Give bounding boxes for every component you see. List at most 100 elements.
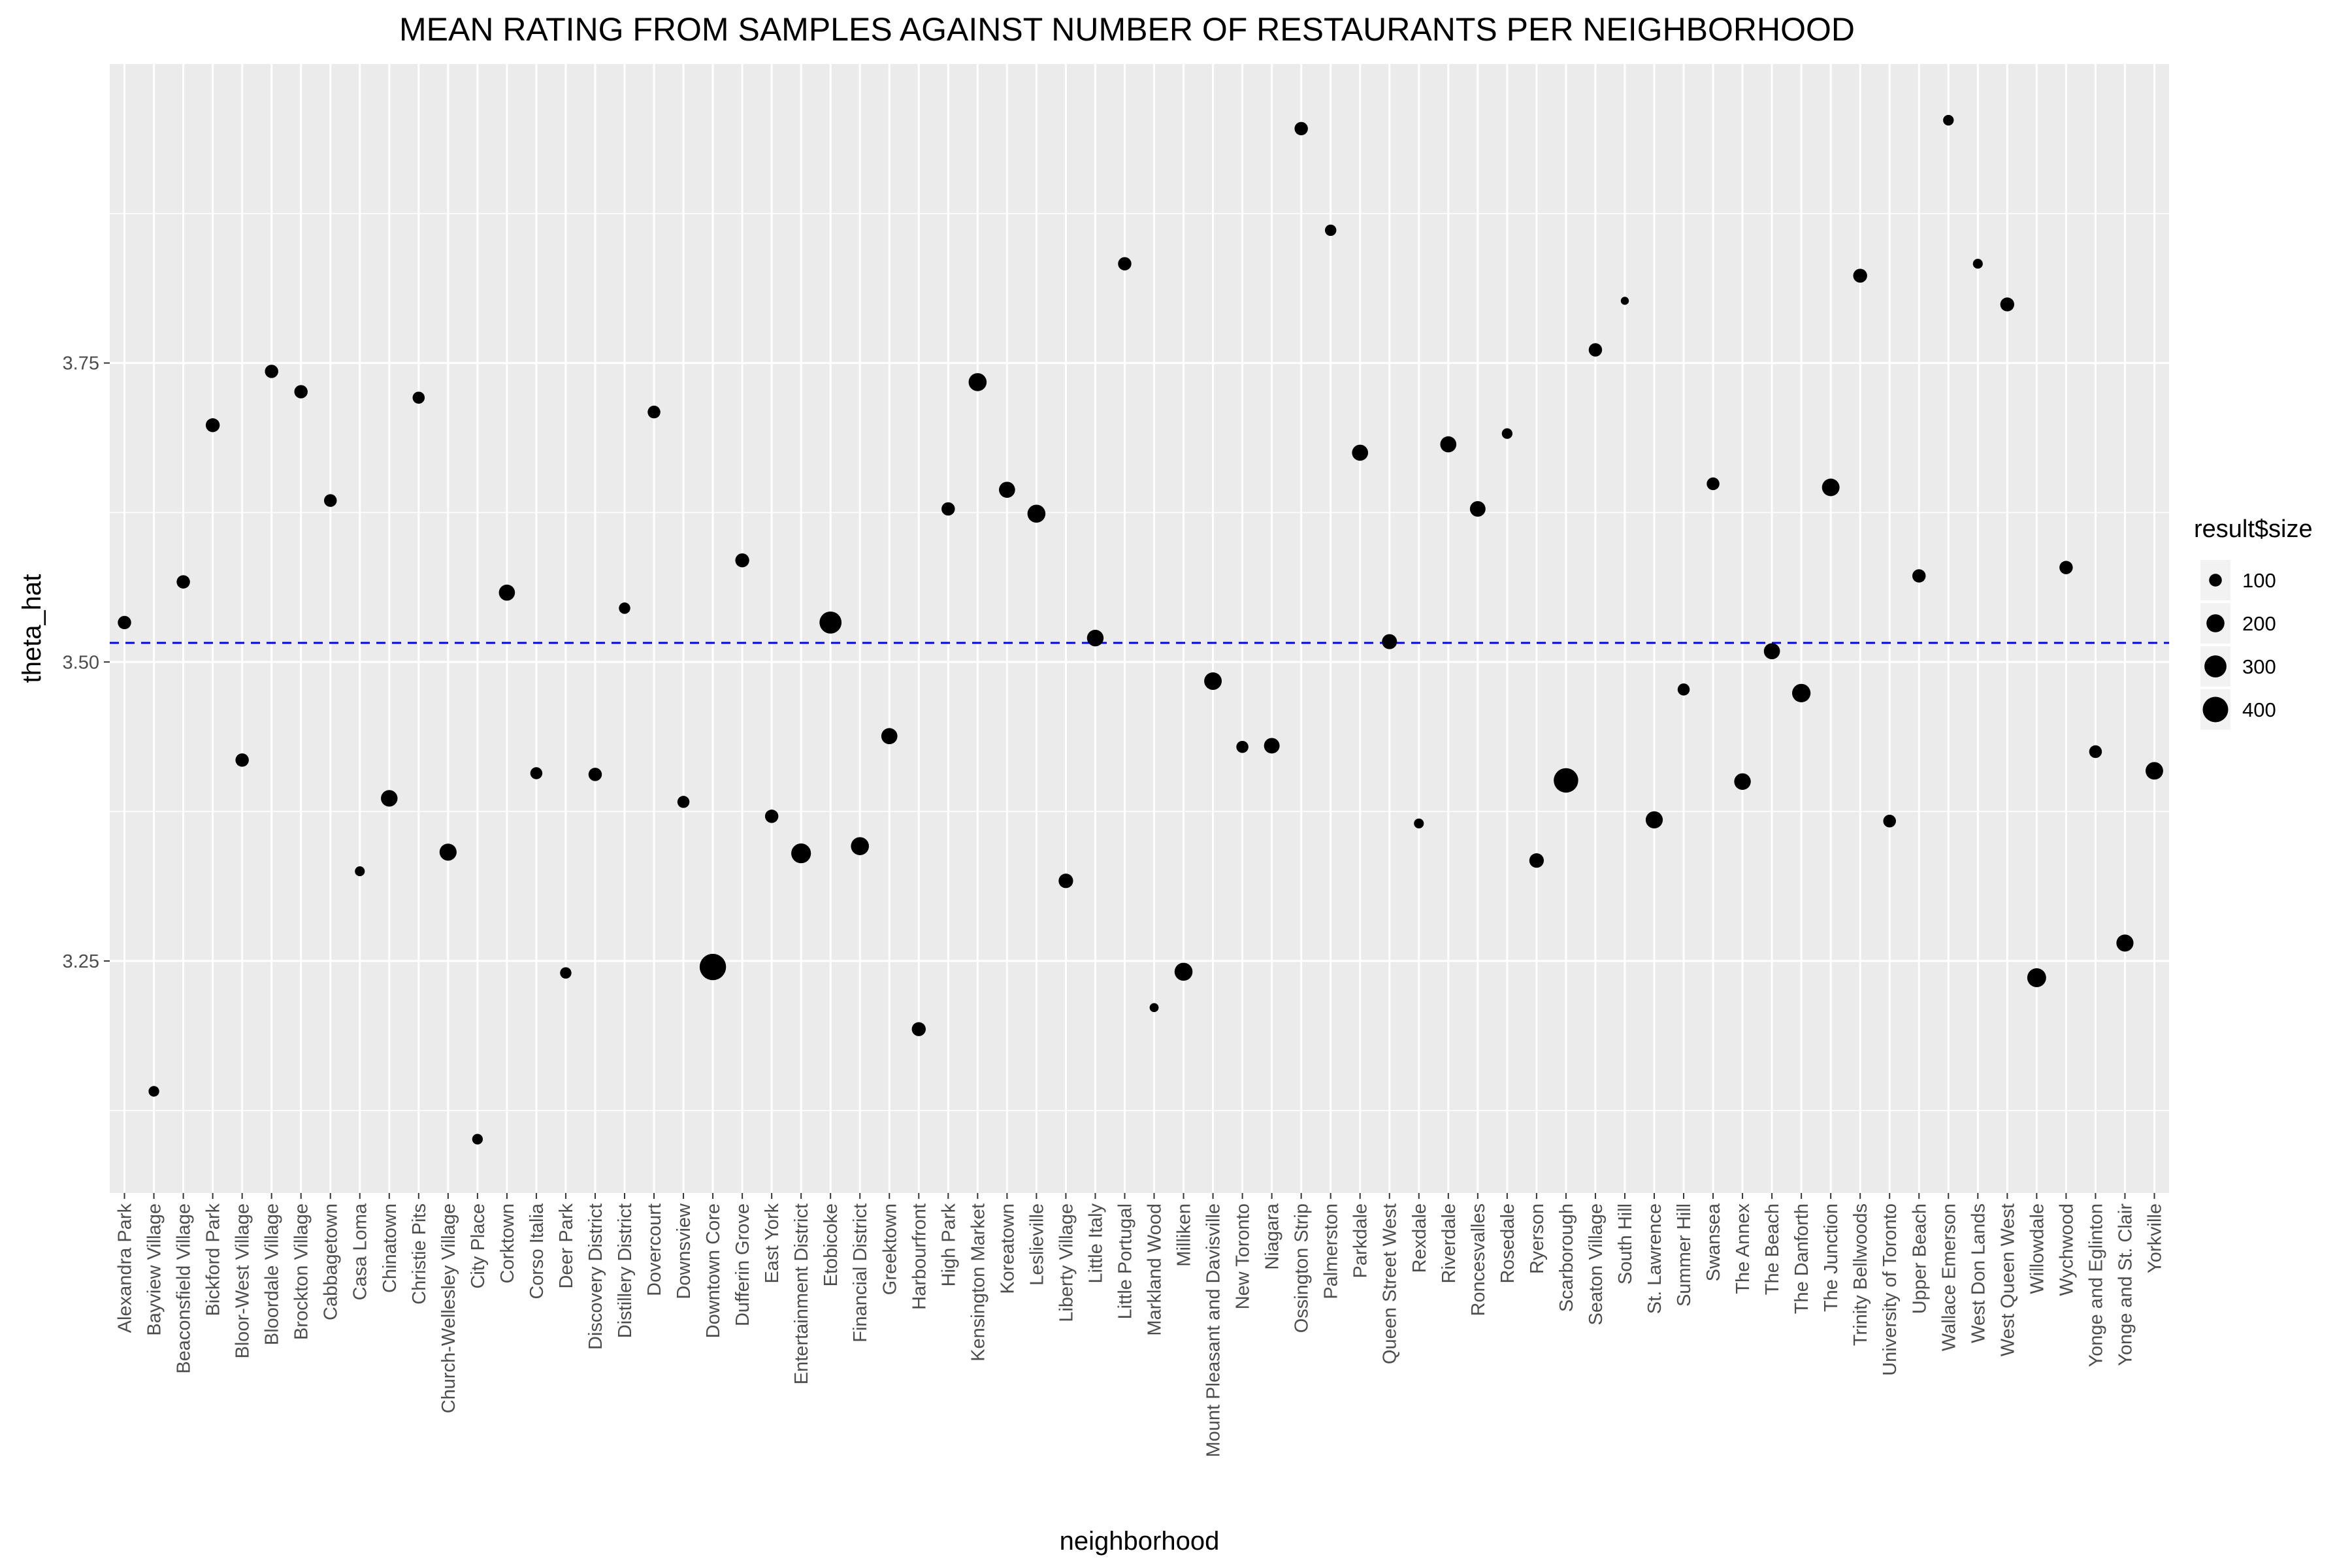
data-point — [999, 482, 1015, 498]
data-point — [1294, 122, 1308, 136]
x-tick-label: Bickford Park — [203, 1203, 224, 1316]
data-point — [560, 967, 572, 979]
x-tick-label: Markland Wood — [1145, 1203, 1166, 1336]
data-point — [1620, 297, 1629, 305]
x-tick-label: New Toronto — [1233, 1203, 1254, 1309]
x-tick-label: Chinatown — [380, 1203, 400, 1293]
data-point — [1469, 501, 1486, 517]
grid-major — [110, 64, 2169, 1193]
data-point — [412, 391, 425, 404]
data-point — [941, 502, 955, 516]
x-tick-label: Palmerston — [1321, 1203, 1342, 1299]
data-point — [472, 1134, 483, 1145]
x-tick-label: West Queen West — [1997, 1203, 2018, 1356]
x-tick-label: Casa Loma — [350, 1203, 371, 1300]
x-tick-label: Little Italy — [1085, 1203, 1106, 1284]
x-tick-label: Seaton Village — [1586, 1203, 1607, 1326]
data-point — [1588, 343, 1603, 357]
data-point — [1677, 683, 1690, 696]
x-tick-label: Roncesvalles — [1468, 1203, 1489, 1316]
data-point — [1734, 773, 1751, 791]
data-point — [1763, 643, 1780, 660]
x-tick-label: Upper Beach — [1909, 1203, 1930, 1314]
x-tick-label: The Danforth — [1791, 1203, 1812, 1314]
data-point — [791, 843, 811, 864]
x-tick-label: Etobicoke — [821, 1203, 841, 1286]
x-tick-label: Yonge and St. Clair — [2115, 1203, 2136, 1366]
data-point — [1264, 738, 1280, 754]
x-tick-label: Rexdale — [1409, 1203, 1430, 1273]
data-point — [1324, 224, 1337, 237]
data-point — [1352, 444, 1369, 461]
plot-panel — [110, 64, 2169, 1193]
x-tick-label: University of Toronto — [1880, 1203, 1901, 1376]
size-legend: result$size 100 200 300 400 — [2194, 515, 2313, 730]
x-tick-label: West Don Lands — [1968, 1203, 1989, 1343]
x-tick-label: Entertainment District — [791, 1203, 812, 1384]
x-tick-label: Trinity Bellwoods — [1850, 1203, 1871, 1346]
data-point — [1707, 477, 1720, 491]
x-tick-label: Little Portugal — [1115, 1203, 1135, 1319]
data-point — [530, 767, 543, 779]
legend-label: 200 — [2242, 612, 2276, 635]
x-tick-label: The Junction — [1821, 1203, 1842, 1312]
y-tick-label: 3.50 — [63, 652, 99, 673]
data-point — [699, 953, 727, 981]
data-point — [2116, 934, 2134, 952]
data-point — [819, 611, 842, 634]
data-point — [647, 405, 661, 419]
data-point — [2089, 745, 2102, 759]
legend-point — [2204, 655, 2227, 678]
chart-title: MEAN RATING FROM SAMPLES AGAINST NUMBER … — [399, 11, 1855, 48]
data-point — [968, 373, 987, 391]
legend-label: 300 — [2242, 655, 2276, 678]
x-tick-label: South Hill — [1615, 1203, 1636, 1284]
data-point — [148, 1086, 159, 1097]
data-point — [764, 809, 779, 823]
x-tick-label: Koreatown — [997, 1203, 1018, 1294]
x-tick-label: Dovercourt — [644, 1203, 665, 1296]
grid-minor — [110, 213, 2169, 1111]
x-axis-ticks: Alexandra Park Bayview Village Beaconsfiel… — [115, 1193, 2165, 1457]
data-point — [1972, 259, 1983, 269]
x-tick-label: Dufferin Grove — [732, 1203, 753, 1326]
legend-point — [2206, 614, 2225, 632]
x-tick-label: Downsview — [674, 1203, 694, 1299]
data-point — [735, 553, 749, 568]
x-tick-label: Yonge and Eglinton — [2085, 1203, 2106, 1367]
x-tick-label: The Annex — [1733, 1203, 1754, 1294]
data-point — [498, 584, 515, 601]
x-tick-label: Liberty Village — [1056, 1203, 1077, 1322]
x-tick-label: Swansea — [1703, 1203, 1724, 1281]
data-point — [2000, 297, 2015, 312]
data-point — [911, 1022, 926, 1036]
x-tick-label: Greektown — [879, 1203, 900, 1295]
legend-title: result$size — [2194, 515, 2313, 543]
data-point — [1414, 818, 1424, 828]
x-tick-label: Parkdale — [1350, 1203, 1371, 1278]
x-tick-label: Christie Pits — [409, 1203, 430, 1305]
data-point — [381, 790, 398, 807]
data-point — [265, 365, 278, 378]
data-point — [2059, 561, 2073, 574]
x-tick-label: Summer Hill — [1674, 1203, 1695, 1307]
x-tick-label: High Park — [938, 1203, 959, 1287]
data-point — [1027, 504, 1046, 523]
x-tick-label: Mount Pleasant and Davisville — [1203, 1203, 1224, 1457]
data-point — [2146, 762, 2163, 780]
data-point — [881, 728, 898, 745]
x-tick-label: Riverdale — [1439, 1203, 1460, 1284]
x-tick-label: East York — [762, 1203, 783, 1284]
x-tick-label: Cabbagetown — [321, 1203, 342, 1320]
x-tick-label: Church-Wellesley Village — [438, 1203, 459, 1413]
x-tick-label: Yorkville — [2144, 1203, 2165, 1273]
data-point — [2027, 968, 2046, 987]
x-tick-label: Bloor-West Village — [233, 1203, 253, 1358]
data-point — [355, 866, 365, 877]
x-tick-label: Ossington Strip — [1292, 1203, 1313, 1333]
x-tick-label: Discovery District — [585, 1203, 606, 1350]
data-point — [176, 575, 190, 589]
x-tick-label: St. Lawrence — [1644, 1203, 1665, 1314]
x-axis-title: neighborhood — [1060, 1527, 1220, 1556]
